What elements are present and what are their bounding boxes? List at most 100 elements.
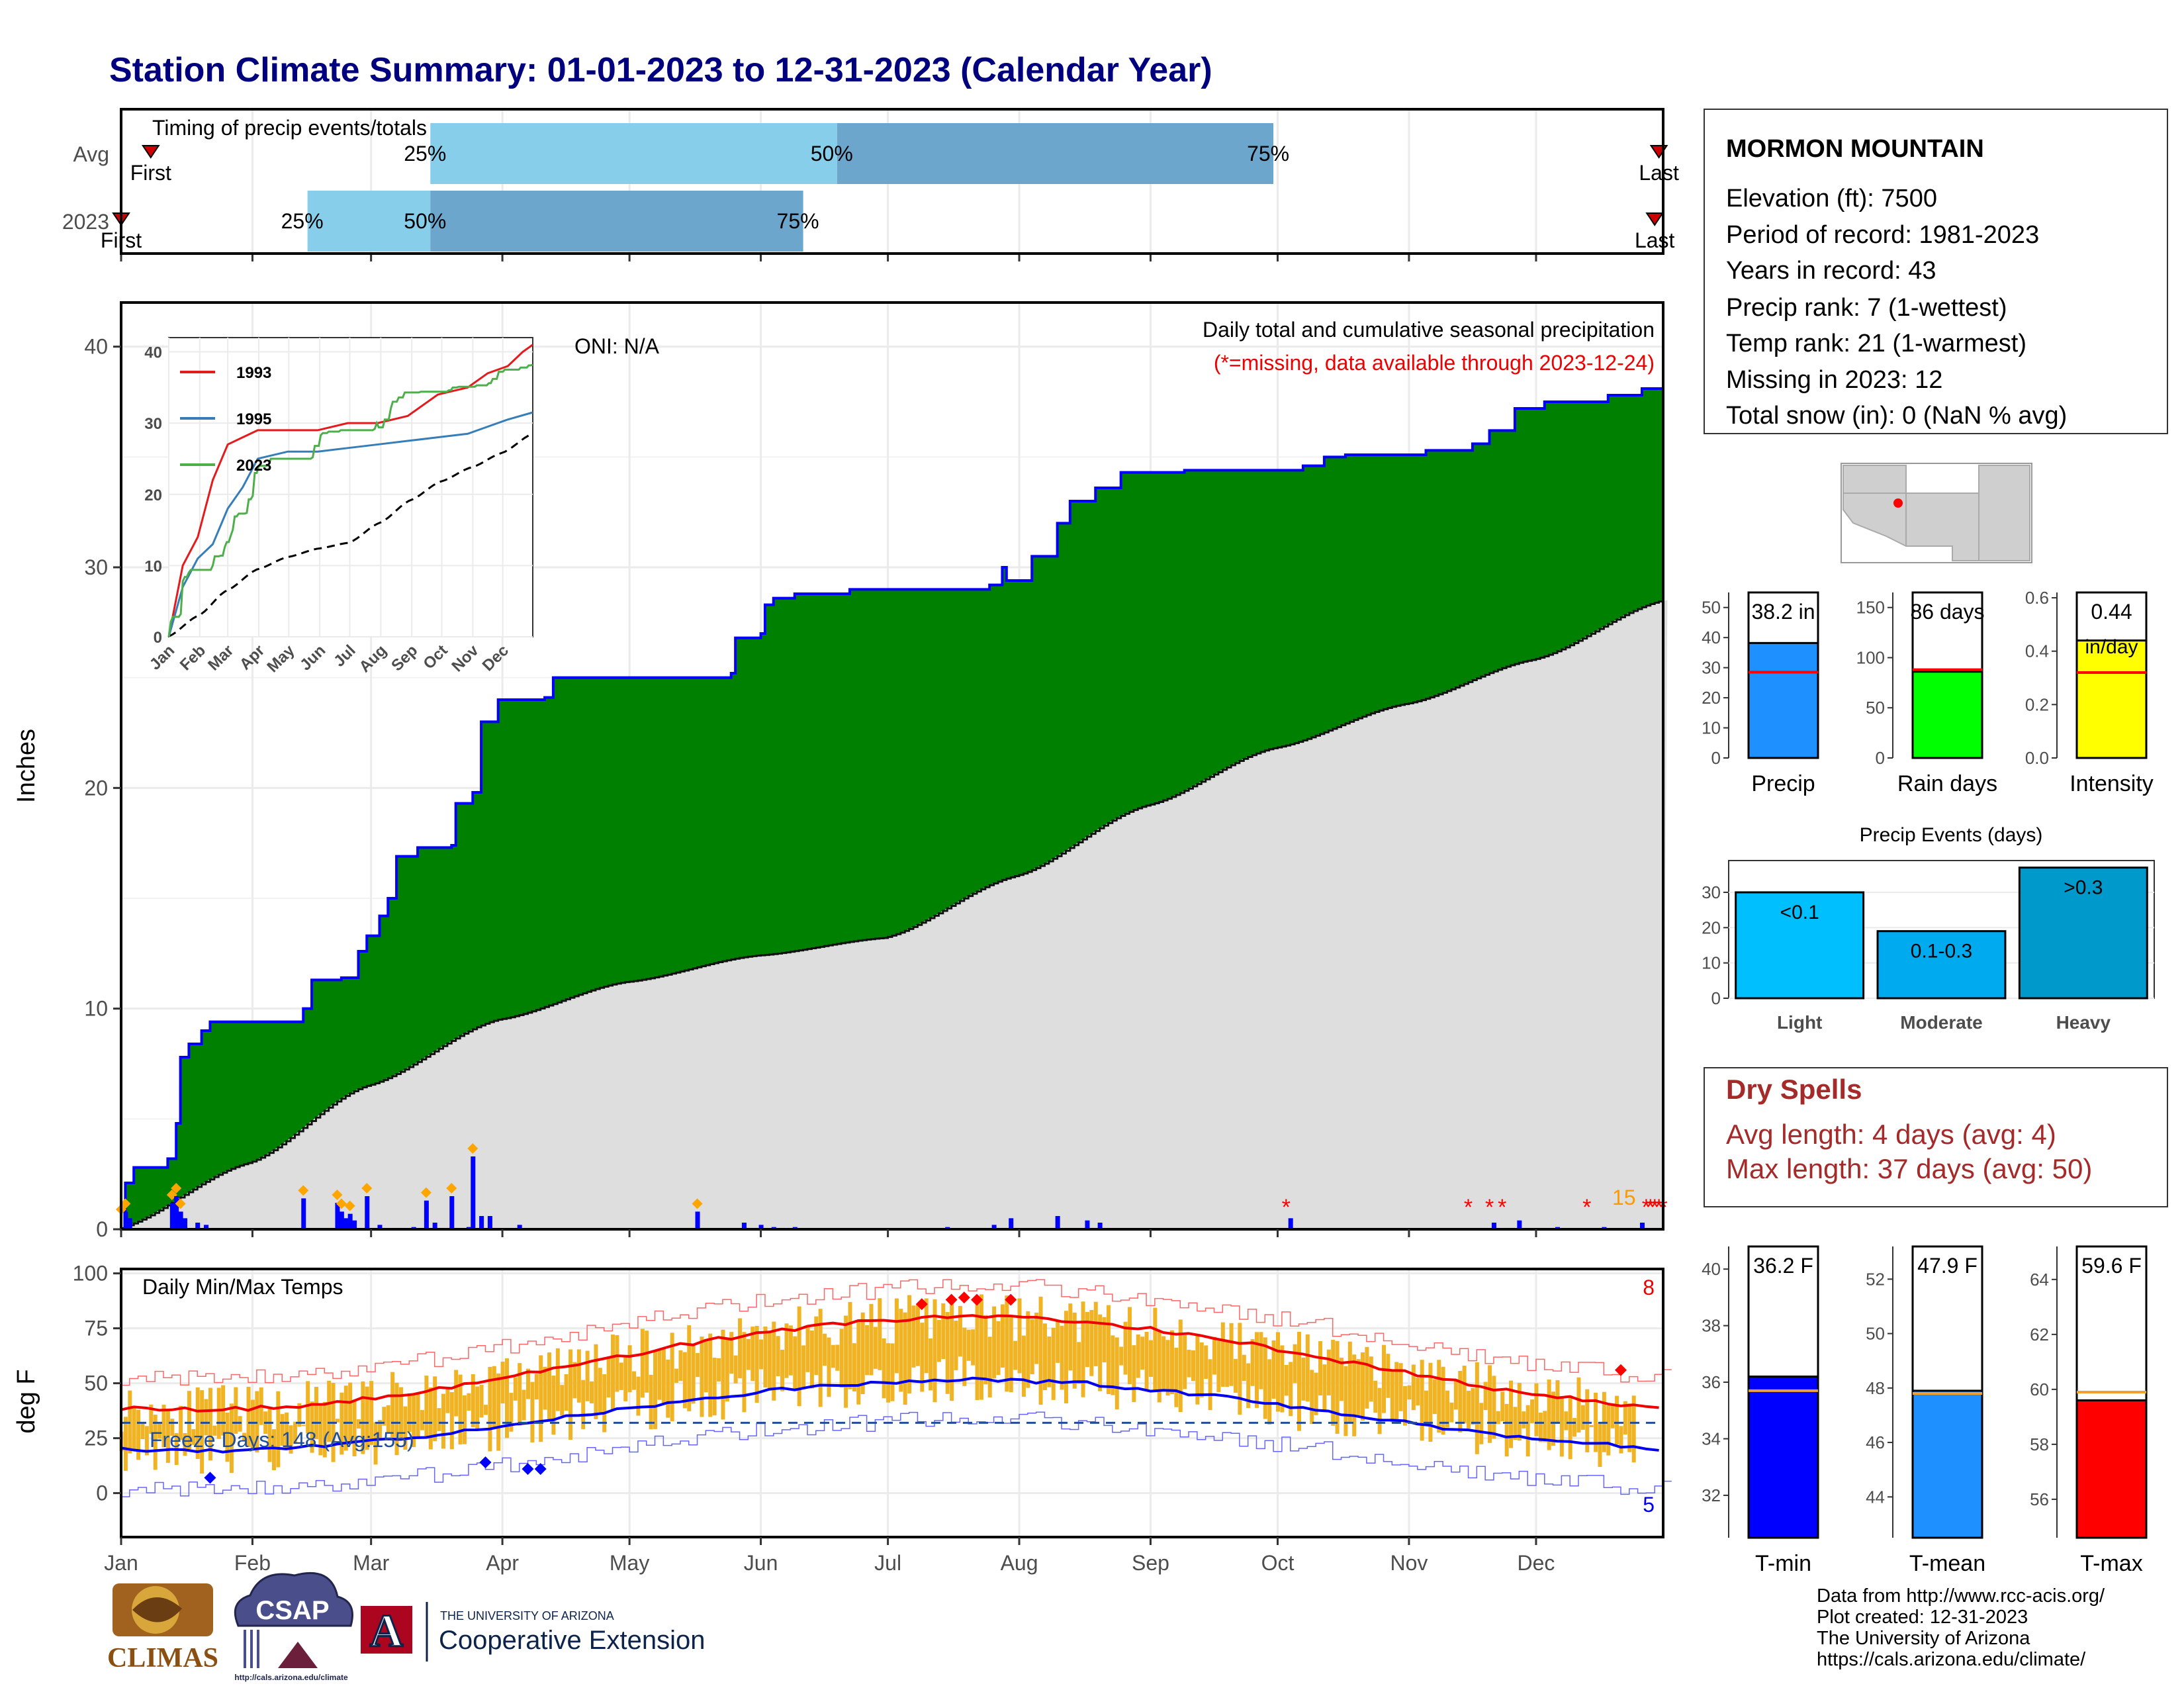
daily-temp-bar: [623, 1356, 628, 1401]
daily-temp-bar: [975, 1297, 979, 1401]
daily-temp-bar: [1598, 1423, 1602, 1468]
temp-summary-0-ytick-label: 32: [1702, 1485, 1721, 1505]
daily-temp-bar: [996, 1321, 1001, 1376]
daily-temp-bar: [1174, 1347, 1179, 1407]
daily-temp-bar: [462, 1395, 467, 1444]
daily-temp-bar: [691, 1344, 696, 1404]
precip-ylabel: Inches: [13, 729, 40, 803]
dry-spells-box: Dry Spells Avg length: 4 days (avg: 4) M…: [1704, 1067, 2168, 1207]
daily-temp-bar: [1437, 1360, 1441, 1433]
temp-summary-0-ytick-label: 34: [1702, 1429, 1721, 1448]
daily-temp-bar: [776, 1336, 780, 1376]
daily-temp-bar: [377, 1420, 382, 1438]
daily-temp-bar: [746, 1338, 751, 1370]
daily-temp-bar: [1432, 1379, 1437, 1415]
daily-temp-bar: [500, 1361, 505, 1404]
daily-temp-bar: [1123, 1321, 1128, 1375]
daily-temp-bar: [1530, 1399, 1535, 1424]
daily-temp-bar: [449, 1391, 454, 1450]
daily-temp-bar: [526, 1368, 531, 1399]
daily-temp-bar: [301, 1425, 306, 1427]
record-high-marker: [958, 1291, 970, 1304]
daily-temp-bar: [318, 1403, 323, 1456]
daily-temp-bar: [518, 1363, 522, 1426]
daily-temp-bar: [136, 1409, 141, 1460]
inset-series-1993: [167, 344, 533, 637]
temp-chart-title: Daily Min/Max Temps: [142, 1275, 343, 1299]
precip-summary-0-ytick-label: 20: [1702, 688, 1721, 708]
daily-temp-bar: [1005, 1295, 1009, 1392]
daily-temp-bar: [1136, 1334, 1140, 1378]
daily-temp-bar: [285, 1412, 289, 1450]
inset-series-2023: [167, 363, 533, 637]
temp-summary-0-label: T-min: [1755, 1551, 1811, 1576]
daily-temp-bar: [1347, 1341, 1352, 1424]
daily-temp-bar: [1471, 1387, 1475, 1425]
timing-2023-p75-label: 75%: [777, 209, 819, 233]
inset-legend-label: 1995: [236, 410, 271, 428]
precip-summary-2-value-bar: [2075, 639, 2148, 759]
daily-temp-bar: [992, 1306, 997, 1379]
daily-temp-bar: [1322, 1364, 1327, 1411]
daily-temp-bar: [276, 1391, 281, 1468]
daily-temp-bar: [1310, 1370, 1314, 1425]
daily-temp-bar: [212, 1425, 217, 1436]
precip-ytick-label: 20: [84, 776, 108, 800]
daily-precip-bar: [183, 1218, 188, 1229]
daily-temp-bar: [183, 1432, 187, 1456]
daily-temp-bar: [1305, 1334, 1310, 1402]
inset-series-1995: [167, 411, 533, 637]
daily-temp-bar: [1352, 1354, 1357, 1436]
daily-precip-bar: [301, 1198, 306, 1229]
timing-avg-50-75-bar: [837, 123, 1274, 184]
precip-chart-subtitle: (*=missing, data available through 2023-…: [1214, 351, 1655, 375]
daily-temp-bar: [1030, 1319, 1034, 1374]
daily-temp-bar: [1343, 1366, 1348, 1436]
daily-temp-bar: [708, 1333, 713, 1417]
daily-temp-bar: [1220, 1322, 1225, 1387]
daily-temp-bar: [1390, 1370, 1394, 1423]
temp-summary-2-value-label: 59.6 F: [2081, 1254, 2142, 1278]
daily-temp-bar: [1284, 1364, 1289, 1396]
daily-temp-bar: [784, 1323, 789, 1378]
daily-precip-bar: [169, 1203, 175, 1229]
daily-temp-bar: [475, 1386, 480, 1429]
month-label: Mar: [353, 1551, 389, 1575]
daily-temp-bar: [369, 1381, 374, 1445]
inset-legend-label: 1993: [236, 364, 271, 382]
daily-temp-bar: [725, 1338, 729, 1402]
daily-temp-bar: [1148, 1340, 1153, 1378]
precip-summary-0-value-label: 38.2 in: [1751, 600, 1815, 624]
events-bar-heavy: [2018, 867, 2148, 1000]
daily-precip-bar: [377, 1225, 383, 1229]
precip-summary-2-value-label: 0.44: [2091, 600, 2132, 624]
inset-ytick-label: 20: [144, 487, 162, 504]
daily-temp-bar: [962, 1327, 967, 1386]
ua-big-text: Cooperative Extension: [439, 1626, 705, 1655]
daily-temp-bar: [246, 1386, 251, 1448]
temp-summary-0-ytick-label: 40: [1702, 1259, 1721, 1279]
daily-temp-bar: [1081, 1301, 1085, 1397]
daily-temp-bar: [678, 1350, 683, 1382]
daily-temp-bar: [933, 1299, 937, 1403]
temp-summary-0-value-label: 36.2 F: [1753, 1254, 1813, 1278]
daily-temp-bar: [1254, 1332, 1259, 1408]
daily-temp-bar: [1594, 1392, 1598, 1452]
daily-temp-bar: [1093, 1301, 1098, 1366]
daily-temp-bar: [539, 1355, 543, 1442]
month-label: Nov: [1390, 1551, 1428, 1575]
timing-row-avg: Avg: [73, 142, 109, 166]
daily-temp-bar: [1318, 1341, 1323, 1395]
daily-temp-bar: [1085, 1312, 1089, 1368]
daily-temp-bar: [814, 1316, 819, 1376]
daily-temp-bar: [445, 1387, 450, 1413]
daily-temp-bar: [1386, 1354, 1390, 1398]
daily-temp-bar: [1013, 1340, 1018, 1370]
daily-temp-bar: [416, 1392, 420, 1437]
daily-temp-bar: [772, 1321, 776, 1401]
daily-temp-bar: [407, 1393, 412, 1432]
cumulative-2023-line: [121, 386, 1664, 1231]
daily-temp-bar: [1009, 1315, 1013, 1393]
daily-precip-bar: [365, 1196, 370, 1229]
daily-temp-bar: [924, 1298, 929, 1374]
